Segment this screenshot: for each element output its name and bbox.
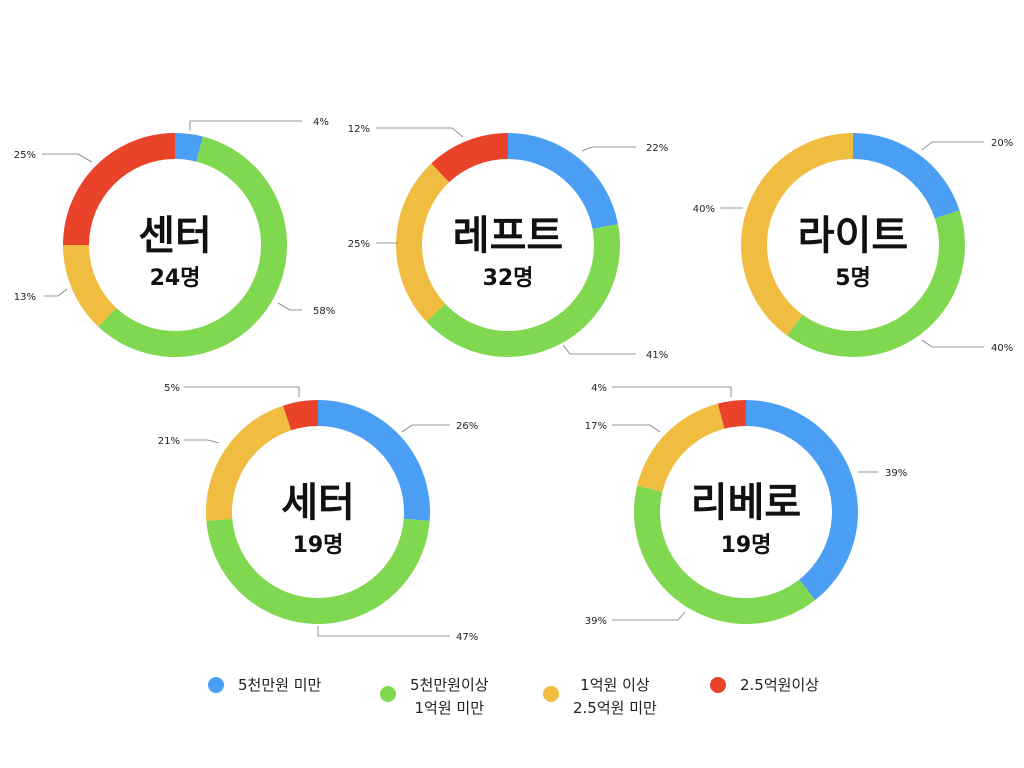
donut-slice-yellow (637, 403, 725, 492)
percent-label: 22% (646, 143, 668, 154)
player-count: 32명 (483, 266, 534, 291)
leader-line (401, 424, 450, 433)
donut-slice-blue (508, 133, 619, 229)
percent-label: 5% (164, 383, 180, 394)
percent-label: 58% (313, 306, 335, 317)
position-title: 레프트 (453, 213, 563, 259)
donut-slice-yellow (396, 163, 450, 322)
donut-slice-red (431, 133, 508, 183)
player-count: 19명 (721, 533, 772, 558)
player-count: 19명 (293, 533, 344, 558)
percent-label: 39% (585, 616, 607, 627)
donut-slice-yellow (206, 405, 292, 521)
position-title: 세터 (281, 480, 355, 526)
percent-label: 13% (14, 292, 36, 303)
donut-slice-blue (853, 133, 960, 219)
donut-slice-yellow (741, 133, 853, 336)
leader-line (189, 120, 302, 131)
leader-line (277, 302, 302, 311)
position-title: 센터 (138, 213, 212, 259)
player-count: 24명 (150, 266, 201, 291)
leader-line (612, 611, 686, 621)
percent-label: 17% (585, 421, 607, 432)
donut-slice-green (206, 518, 430, 624)
donut-slice-green (98, 136, 287, 357)
donut-chart-5: 39% 39% 17% 4% 리베로 19명 (585, 383, 907, 627)
donut-chart-3: 20% 40% 40% 라이트 5명 (693, 133, 1013, 357)
leader-line (184, 439, 220, 444)
percent-label: 40% (693, 204, 715, 215)
donut-slice-yellow (63, 245, 117, 327)
percent-label: 12% (348, 124, 370, 135)
donut-slice-green (634, 485, 816, 625)
leader-line (562, 344, 636, 355)
percent-label: 25% (14, 150, 36, 161)
donut-slice-red (63, 133, 175, 245)
position-title: 리베로 (691, 480, 801, 526)
donut-slice-blue (746, 400, 859, 601)
percent-label: 25% (348, 239, 370, 250)
leader-line (42, 153, 93, 163)
leader-line (612, 386, 732, 397)
leader-line (317, 626, 450, 637)
leader-line (921, 141, 984, 151)
percent-label: 21% (158, 436, 180, 447)
donut-slice-red (717, 400, 746, 429)
percent-label: 39% (885, 468, 907, 479)
donut-slice-blue (318, 400, 430, 521)
donut-chart-2: 22% 41% 25% 12% 레프트 32명 (348, 124, 668, 361)
percent-label: 4% (313, 117, 329, 128)
percent-label: 40% (991, 343, 1013, 354)
donut-slice-blue (175, 133, 203, 162)
leader-line (376, 127, 464, 138)
percent-label: 47% (456, 632, 478, 643)
position-title: 라이트 (798, 213, 908, 259)
player-count: 5명 (835, 266, 871, 291)
donut-slice-red (283, 400, 318, 431)
leader-line (921, 339, 984, 348)
leader-line (612, 424, 661, 433)
donut-slice-green (787, 210, 965, 357)
donut-chart-4: 26% 47% 21% 5% 세터 19명 (158, 383, 478, 643)
donut-slice-green (426, 224, 620, 358)
percent-label: 4% (591, 383, 607, 394)
leader-line (44, 288, 68, 297)
percent-label: 41% (646, 350, 668, 361)
leader-line (184, 386, 300, 397)
leader-line (581, 146, 636, 152)
percent-label: 26% (456, 421, 478, 432)
donut-chart-1: 4% 58% 13% 25% 센터 24명 (14, 117, 335, 357)
percent-label: 20% (991, 138, 1013, 149)
